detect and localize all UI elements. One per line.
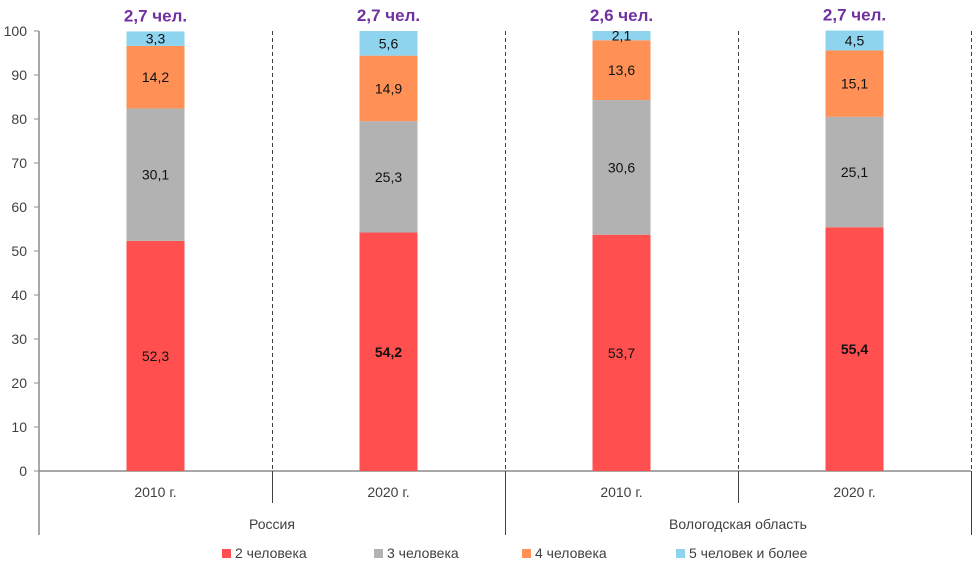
bar-segment (825, 116, 884, 228)
bar-segment (825, 30, 884, 51)
legend-item: 4 человека (522, 545, 607, 561)
bar-segment (359, 232, 418, 471)
y-tick-label: 90 (11, 67, 27, 83)
segment-value-label: 4,5 (845, 32, 865, 48)
y-tick-label: 50 (11, 243, 27, 259)
segment-value-label: 30,6 (608, 159, 635, 175)
stacked-bar-chart: 0 10 20 30 40 50 60 70 80 90 100 2010 г. 2020 г. 2010… (4, 6, 972, 535)
y-tick-label: 30 (11, 331, 27, 347)
bar-segment (359, 55, 418, 122)
legend-item: 3 человека (374, 545, 459, 561)
average-household-size-label: 2,6 чел. (590, 6, 653, 25)
y-tick-label: 20 (11, 375, 27, 391)
bar-segment (359, 31, 418, 56)
bar-segment (126, 240, 185, 471)
x-category-label: 2010 г. (600, 484, 642, 500)
segment-value-label: 14,2 (142, 69, 169, 85)
segment-value-label: 54,2 (375, 344, 402, 360)
legend-label: 5 человек и более (689, 545, 808, 561)
segment-value-label: 25,1 (841, 164, 868, 180)
average-household-size-label: 2,7 чел. (823, 6, 886, 25)
x-group-label: Вологодская область (669, 516, 807, 532)
y-tick-label: 100 (4, 23, 28, 39)
segment-value-label: 5,6 (379, 35, 399, 51)
legend-swatch (374, 548, 383, 558)
y-tick-label: 40 (11, 287, 27, 303)
bar-segment (126, 45, 185, 109)
legend-swatch (676, 548, 685, 558)
average-household-size-label: 2,7 чел. (357, 6, 420, 25)
segment-value-label: 25,3 (375, 169, 402, 185)
x-category-label: 2020 г. (833, 484, 875, 500)
segment-value-label: 30,1 (142, 167, 169, 183)
bar-segment (825, 50, 884, 117)
bar-segment (592, 31, 651, 41)
y-tick-label: 60 (11, 199, 27, 215)
segment-value-label: 2,1 (612, 28, 632, 44)
bar-segment (592, 234, 651, 471)
legend-swatch (522, 548, 531, 558)
bar-segment (592, 100, 651, 235)
segment-value-label: 53,7 (608, 345, 635, 361)
legend-swatch (222, 548, 231, 558)
segment-value-label: 13,6 (608, 62, 635, 78)
axes: 0 10 20 30 40 50 60 70 80 90 100 2010 г. 2020 г. 2010… (4, 23, 972, 535)
bars (126, 30, 884, 471)
segment-value-label: 14,9 (375, 80, 402, 96)
bar-segment (359, 121, 418, 233)
legend-label: 3 человека (387, 545, 459, 561)
bar-segment (126, 108, 185, 241)
x-group-label: Россия (249, 516, 295, 532)
segment-value-label: 15,1 (841, 76, 868, 92)
x-category-label: 2010 г. (134, 484, 176, 500)
y-tick-label: 80 (11, 111, 27, 127)
legend: 2 человека 3 человека 4 человека 5 человек … (0, 545, 972, 563)
bar-segment (592, 40, 651, 101)
legend-label: 4 человека (535, 545, 607, 561)
y-tick-label: 0 (19, 463, 27, 479)
legend-item: 2 человека (222, 545, 307, 561)
bar-segment (825, 227, 884, 471)
bar-segment (126, 31, 185, 46)
segment-value-label: 3,3 (146, 31, 166, 47)
y-tick-label: 70 (11, 155, 27, 171)
y-tick-label: 10 (11, 419, 27, 435)
x-category-label: 2020 г. (367, 484, 409, 500)
legend-item: 5 человек и более (676, 545, 807, 561)
average-household-size-label: 2,7 чел. (124, 6, 187, 25)
segment-value-label: 55,4 (841, 341, 868, 357)
data-labels: 52,3 30,1 14,2 3,3 2,7 чел. 54,2 25,3 14,9 5,6 2,… (124, 6, 886, 364)
legend-label: 2 человека (235, 545, 307, 561)
segment-value-label: 52,3 (142, 348, 169, 364)
